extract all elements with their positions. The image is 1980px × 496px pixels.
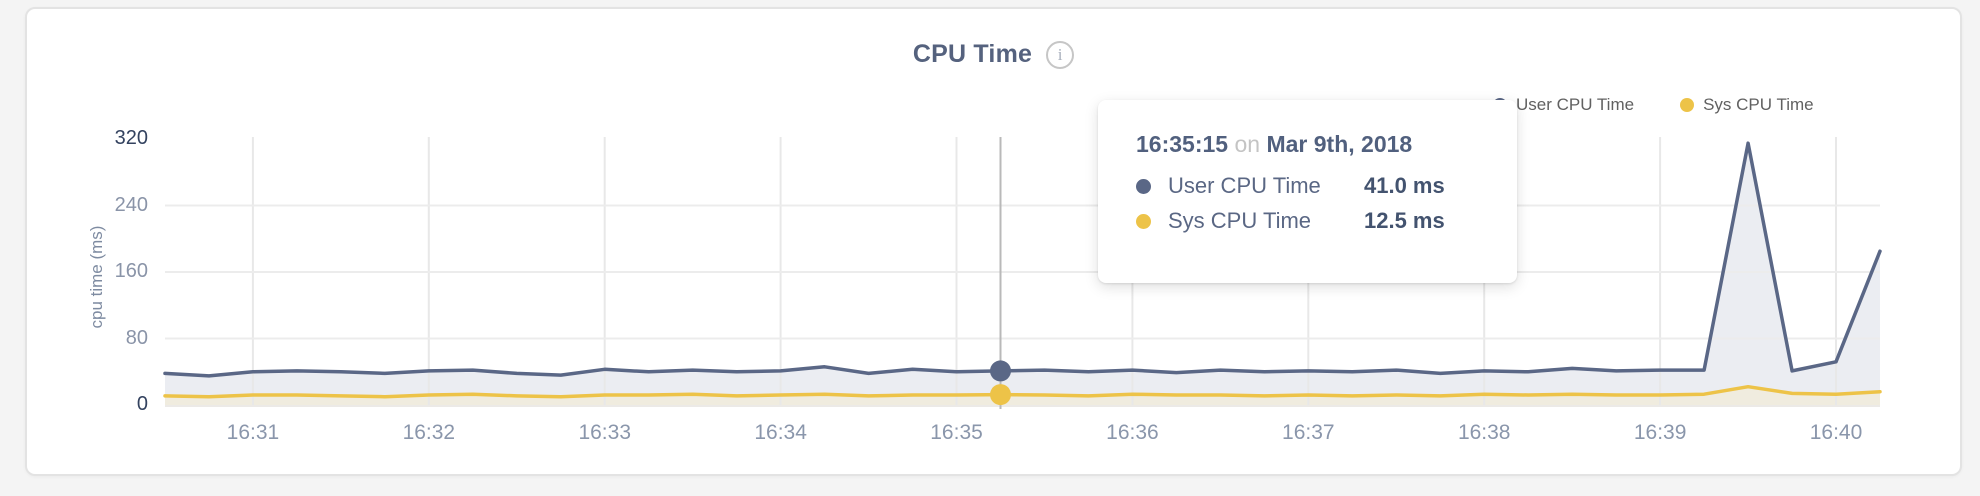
tooltip-date: Mar 9th, 2018 [1266, 131, 1413, 157]
tooltip-row: Sys CPU Time 12.5 ms [1136, 208, 1493, 234]
tooltip-series-label: User CPU Time [1168, 173, 1321, 198]
series-area-0 [165, 143, 1880, 405]
legend-dot-icon [1680, 98, 1695, 112]
chart-header: CPU Time i [27, 40, 1960, 69]
y-tick-label: 0 [136, 393, 148, 415]
tooltip-series-dot-icon [1136, 213, 1151, 229]
legend-label: User CPU Time [1516, 95, 1635, 114]
tooltip-rows: User CPU Time 41.0 ms Sys CPU Time 12.5 ms [1136, 173, 1493, 234]
legend: User CPU Time Sys CPU Time [1493, 95, 1814, 115]
tooltip: 16:35:15 on Mar 9th, 2018 User CPU Time 4… [1098, 100, 1517, 283]
x-tick-label: 16:33 [578, 421, 632, 444]
info-icon[interactable]: i [1046, 40, 1075, 69]
x-tick-label: 16:37 [1282, 421, 1335, 444]
x-tick-label: 16:36 [1106, 421, 1159, 444]
x-tick-label: 16:35 [930, 421, 983, 444]
x-tick-label: 16:32 [402, 421, 456, 444]
tooltip-series-label: Sys CPU Time [1168, 208, 1312, 233]
y-tick-label: 320 [114, 127, 148, 149]
x-tick-label: 16:38 [1457, 421, 1511, 444]
tooltip-row: User CPU Time 41.0 ms [1136, 173, 1493, 199]
tooltip-series-value: 41.0 ms [1364, 173, 1445, 198]
tooltip-connector: on [1234, 131, 1261, 157]
x-tick-label: 16:31 [226, 421, 280, 444]
series-line-0 [163, 141, 1882, 378]
x-tick-label: 16:39 [1633, 421, 1687, 444]
y-tick-label: 160 [114, 260, 148, 282]
highlight-dot-user [990, 360, 1011, 382]
highlight-dot-sys [990, 384, 1011, 406]
tooltip-timestamp: 16:35:15 on Mar 9th, 2018 [1136, 131, 1493, 158]
tooltip-series-dot-icon [1136, 178, 1151, 194]
x-tick-label: 16:34 [754, 421, 807, 444]
y-tick-label: 80 [125, 326, 148, 349]
legend-item-sys-cpu-time[interactable]: Sys CPU Time [1680, 95, 1814, 115]
series-line-1 [163, 384, 1882, 399]
legend-label: Sys CPU Time [1703, 95, 1814, 114]
x-tick-label: 16:40 [1809, 421, 1863, 444]
tooltip-series-value: 12.5 ms [1364, 208, 1445, 233]
tooltip-time: 16:35:15 [1136, 131, 1229, 157]
chart-title: CPU Time [912, 40, 1033, 68]
y-tick-label: 240 [114, 193, 148, 216]
